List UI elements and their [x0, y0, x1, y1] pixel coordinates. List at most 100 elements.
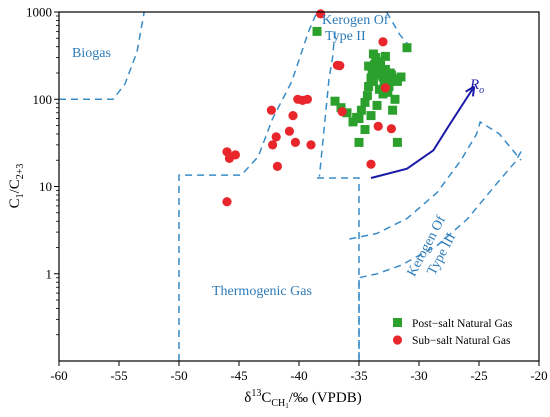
post-salt-point	[396, 72, 406, 82]
post-salt-point	[380, 51, 390, 61]
sub-salt-point	[230, 150, 240, 160]
x-tick-label: -40	[290, 368, 307, 383]
x-tick-label: -20	[530, 368, 547, 383]
post-salt-point	[392, 137, 402, 147]
post-salt-point	[382, 75, 392, 85]
legend-marker-post-salt	[393, 318, 402, 327]
y-title-sub2: 2+3	[15, 164, 26, 180]
post-salt-point	[364, 61, 374, 71]
sub-salt-point	[366, 159, 376, 169]
y-tick-label: 1	[46, 266, 53, 281]
boundary-line-5	[317, 177, 360, 361]
x-tick-label: -55	[110, 368, 127, 383]
x-title-main: C	[261, 390, 271, 406]
boundaries-layer	[59, 11, 525, 361]
ro-trend-layer	[370, 85, 476, 179]
post-salt-point	[354, 137, 364, 147]
x-title-rest: /‰ (VPDB)	[289, 390, 362, 406]
region-label-kerogen-iii: Kerogen Of Type III	[405, 213, 460, 279]
x-title-sub1: CH	[271, 398, 285, 409]
post-salt-point	[312, 26, 322, 36]
post-salt-point	[383, 87, 393, 97]
x-tick-label: -50	[170, 368, 187, 383]
post-salt-point	[388, 105, 398, 115]
x-tick-label: -45	[230, 368, 247, 383]
sub-salt-point	[337, 107, 347, 117]
post-salt-point	[366, 111, 376, 121]
region-label-kerogen-ii-line2: Type II	[325, 29, 366, 44]
sub-salt-point	[302, 94, 312, 104]
x-axis-title: δ13CCH1/‰ (VPDB)	[244, 388, 361, 410]
sub-salt-point	[306, 140, 316, 150]
post-salt-point	[330, 96, 340, 106]
sub-salt-point	[288, 111, 298, 121]
sub-salt-point	[386, 124, 396, 134]
post-salt-point	[372, 100, 382, 110]
sub-salt-point	[272, 161, 282, 171]
legend: Post−salt Natural Gas Sub−salt Natural G…	[392, 318, 513, 347]
post-salt-point	[362, 91, 372, 101]
boundary-line-2	[178, 11, 318, 361]
ro-label: Ro	[469, 77, 484, 96]
x-tick-label: -30	[410, 368, 427, 383]
sub-salt-point	[380, 83, 390, 93]
legend-label-sub-salt: Sub−salt Natural Gas	[412, 335, 511, 347]
x-tick-label: -35	[350, 368, 367, 383]
sub-salt-point	[284, 126, 294, 136]
region-label-thermogenic: Thermogenic Gas	[212, 284, 312, 299]
x-tick-label: -25	[470, 368, 487, 383]
y-title-main: C	[7, 198, 23, 208]
sub-salt-point	[268, 140, 278, 150]
points-layer	[222, 9, 412, 207]
y-tick-label: 10	[39, 179, 52, 194]
boundary-line-6	[318, 31, 336, 177]
ro-label-sub: o	[479, 85, 484, 96]
boundary-line-3	[358, 147, 525, 361]
plot-frame	[58, 11, 540, 362]
post-salt-point	[360, 97, 370, 107]
ro-trend-line	[370, 85, 476, 179]
y-axis-title: C1/C2+3	[7, 164, 26, 209]
post-salt-point	[356, 105, 366, 115]
post-salt-point	[374, 84, 384, 94]
post-salt-point	[390, 94, 400, 104]
y-tick-label: 100	[33, 92, 53, 107]
post-salt-point	[380, 64, 390, 74]
y-title-slash: /C	[7, 179, 23, 193]
boundary-line-1	[59, 11, 145, 101]
sub-salt-point	[335, 61, 345, 71]
boundary-line-4	[349, 120, 522, 240]
sub-salt-point	[373, 121, 383, 131]
post-salt-point	[364, 82, 374, 91]
region-label-kerogen-ii-line1: Kerogen Of	[322, 13, 389, 28]
legend-marker-sub-salt	[392, 335, 403, 345]
x-title-delta: δ	[244, 390, 251, 406]
y-tick-label: 1000	[26, 5, 52, 20]
sub-salt-point	[266, 105, 276, 115]
post-salt-point	[378, 89, 388, 99]
post-salt-point	[373, 63, 383, 73]
post-salt-point	[360, 125, 370, 134]
x-tick-label: -60	[50, 368, 67, 383]
region-label-biogas: Biogas	[72, 46, 111, 61]
post-salt-point	[354, 114, 364, 124]
ro-label-main: R	[469, 77, 479, 93]
y-title-sub1: 1	[15, 193, 26, 198]
sub-salt-point	[290, 137, 300, 147]
post-salt-point	[368, 76, 378, 86]
post-salt-point	[342, 108, 352, 118]
axis-ticks: -60 -55 -50 -45 -40 -35 -30 -25 -20 1 10 100 1000	[26, 5, 548, 384]
legend-label-post-salt: Post−salt Natural Gas	[412, 318, 513, 330]
x-title-sup: 13	[251, 388, 261, 399]
post-salt-point	[402, 43, 412, 53]
post-salt-point	[376, 57, 386, 67]
post-salt-point	[372, 70, 382, 80]
sub-salt-point	[271, 132, 281, 142]
post-salt-point	[367, 66, 377, 76]
ro-trend-arrowhead	[465, 85, 476, 97]
post-salt-point	[368, 49, 378, 59]
boundary-line-7	[385, 11, 413, 50]
sub-salt-point	[378, 37, 388, 47]
x-title-sub2: 1	[285, 402, 289, 410]
